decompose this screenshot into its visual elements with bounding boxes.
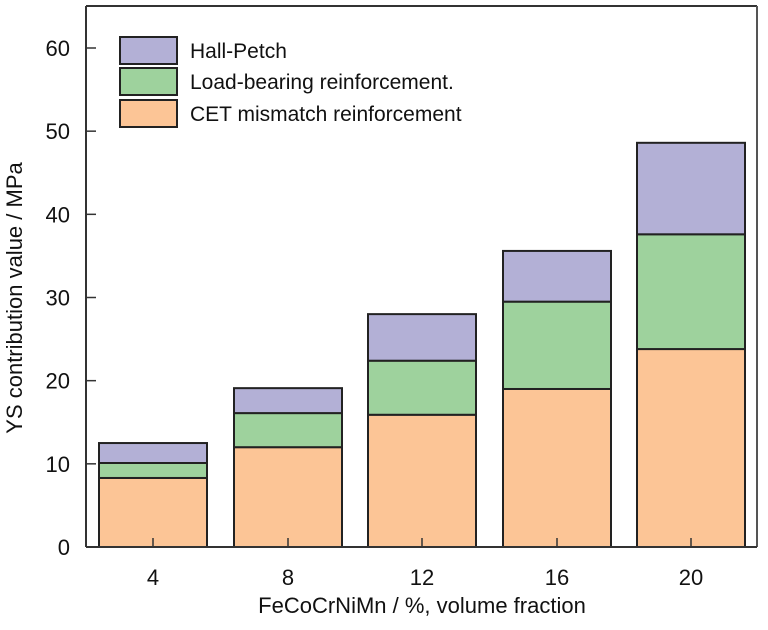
axes-group: 4 8 12 16 20 0 10 20 30 40 50 60: [46, 5, 758, 590]
bar-segment-cet-mismatch-reinforcement-12: [367, 413, 477, 549]
x-tick-label: 4: [147, 565, 159, 590]
bar-segment-load-bearing-reinforcement-16: [502, 300, 612, 390]
legend-item: Hall-Petch: [119, 36, 287, 65]
y-tick-label: 0: [58, 535, 70, 560]
x-tick-label: 16: [545, 565, 569, 590]
legend-label: CET mismatch reinforcement: [190, 103, 462, 126]
y-tick-label: 30: [46, 286, 70, 311]
legend-label: Load-bearing reinforcement.: [190, 71, 454, 94]
bar-segment-hall-petch-4: [98, 442, 208, 465]
x-tick-label: 20: [679, 565, 703, 590]
bars-group: [98, 141, 746, 549]
bar-segment-hall-petch-20: [636, 141, 746, 236]
x-tick-label: 12: [410, 565, 434, 590]
bar-segment-hall-petch-12: [367, 313, 477, 362]
bar-segment-hall-petch-8: [233, 387, 343, 415]
bar-segment-load-bearing-reinforcement-4: [98, 462, 208, 479]
bar-segment-cet-mismatch-reinforcement-4: [98, 476, 208, 549]
y-tick-label: 10: [46, 452, 70, 477]
legend-item: CET mismatch reinforcement: [119, 99, 462, 128]
y-tick-label: 40: [46, 202, 70, 227]
y-axis-title: YS contribution value / MPa: [2, 162, 27, 434]
legend: Hall-Petch Load-bearing reinforcement. CET…: [119, 36, 462, 128]
legend-swatch: [119, 99, 178, 128]
x-axis-title: FeCoCrNiMn / %, volume fraction: [258, 593, 586, 618]
legend-label: Hall-Petch: [190, 40, 287, 63]
bar-segment-load-bearing-reinforcement-20: [636, 233, 746, 351]
bar-segment-cet-mismatch-reinforcement-20: [636, 348, 746, 548]
bar-segment-load-bearing-reinforcement-12: [367, 359, 477, 416]
x-tick-label: 8: [282, 565, 294, 590]
bar-segment-load-bearing-reinforcement-8: [233, 412, 343, 449]
legend-item: Load-bearing reinforcement.: [119, 67, 454, 96]
bar-segment-cet-mismatch-reinforcement-16: [502, 387, 612, 548]
legend-swatch: [119, 67, 178, 96]
y-tick-label: 60: [46, 36, 70, 61]
bar-segment-cet-mismatch-reinforcement-8: [233, 446, 343, 549]
y-tick-label: 20: [46, 369, 70, 394]
legend-swatch: [119, 36, 178, 65]
y-tick-label: 50: [46, 119, 70, 144]
bar-segment-hall-petch-16: [502, 249, 612, 303]
